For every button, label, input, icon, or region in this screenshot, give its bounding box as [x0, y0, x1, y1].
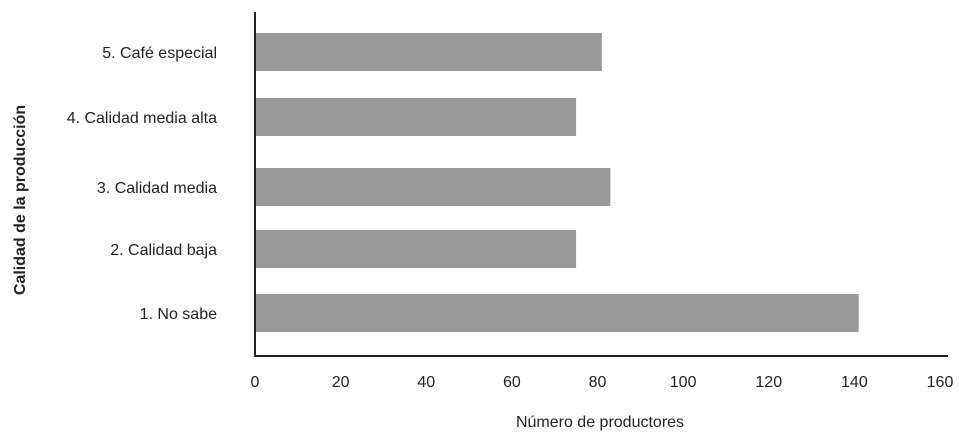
category-label: 2. Calidad baja — [110, 242, 217, 259]
x-tick-label: 40 — [417, 374, 435, 391]
bar-1-no-sabe — [255, 294, 859, 332]
bar-3-calidad-media — [255, 168, 611, 206]
x-tick-label: 100 — [670, 374, 697, 391]
bar-4-calidad-media-alta — [255, 98, 577, 136]
category-label: 3. Calidad media — [97, 180, 217, 197]
bar-5-cafe-especial — [255, 33, 602, 71]
category-label: 5. Café especial — [102, 45, 217, 62]
x-axis-title: Número de productores — [516, 414, 684, 431]
x-tick-label: 20 — [332, 374, 350, 391]
bar-2-calidad-baja — [255, 230, 577, 268]
x-tick-label: 60 — [503, 374, 521, 391]
category-labels: 1. No sabe 2. Calidad baja 3. Calidad medi… — [67, 45, 217, 323]
bars-layer — [255, 33, 859, 332]
x-tick-label: 160 — [927, 374, 954, 391]
x-tick-label: 120 — [755, 374, 782, 391]
x-tick-label: 140 — [841, 374, 868, 391]
category-label: 1. No sabe — [140, 306, 217, 323]
x-tick-label: 80 — [589, 374, 607, 391]
y-axis-title: Calidad de la producción — [12, 105, 29, 295]
x-tick-label: 0 — [251, 374, 260, 391]
x-tick-labels: 0 20 40 60 80 100 120 140 160 — [251, 374, 954, 391]
category-label: 4. Calidad media alta — [67, 110, 217, 127]
